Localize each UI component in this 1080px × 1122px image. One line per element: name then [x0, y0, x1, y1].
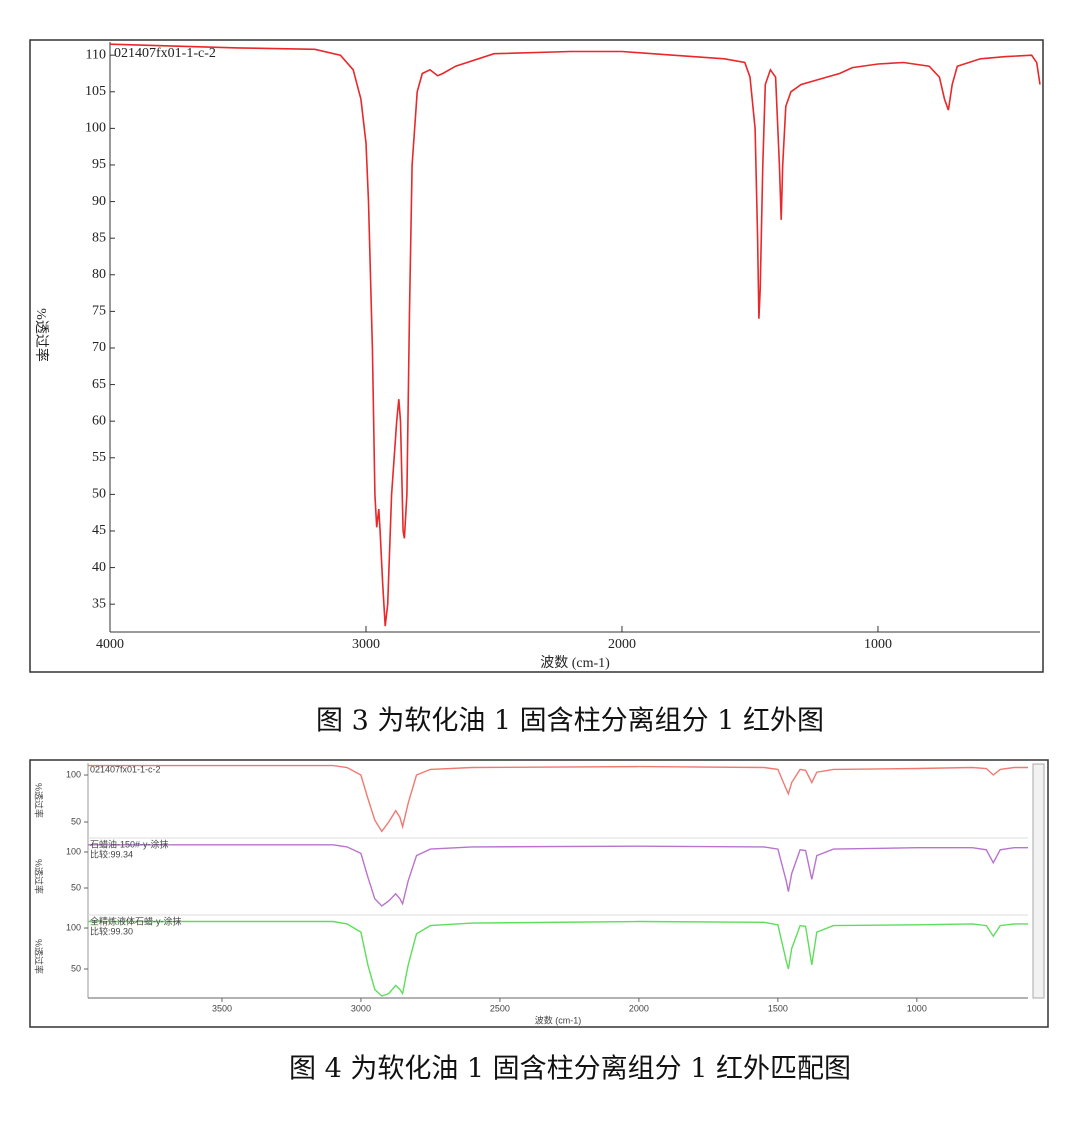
y-tick-label: 100 — [85, 121, 106, 136]
y-tick-label: 50 — [71, 963, 81, 973]
chart-frame — [29, 39, 1044, 673]
y-tick-label: 35 — [92, 596, 106, 611]
y-axis-label: %透过率 — [34, 783, 45, 818]
scrollbar — [1032, 763, 1045, 999]
match-score: 比较:99.30 — [90, 925, 133, 936]
y-tick-label: 100 — [66, 769, 81, 779]
y-axis-label: %透过率 — [34, 859, 45, 894]
y-tick-label: 85 — [92, 230, 106, 245]
x-axis-label: 波数 (cm-1) — [535, 1014, 582, 1025]
y-axis-label: %透过率 — [34, 939, 45, 974]
spectrum-line — [88, 920, 1028, 997]
y-tick-label: 100 — [66, 846, 81, 856]
x-tick-label: 2000 — [629, 1003, 649, 1013]
y-tick-label: 80 — [92, 267, 106, 282]
x-tick-label: 2500 — [490, 1003, 510, 1013]
x-tick-label: 3000 — [351, 1003, 371, 1013]
legend-label: 石蜡油-150#-y-涂抹 — [90, 838, 169, 849]
x-tick-label: 3500 — [212, 1003, 232, 1013]
y-tick-label: 65 — [92, 377, 106, 392]
y-tick-label: 50 — [92, 487, 106, 502]
y-tick-label: 95 — [92, 157, 106, 172]
x-tick-label: 4000 — [96, 637, 124, 652]
x-tick-label: 2000 — [608, 637, 636, 652]
y-tick-label: 45 — [92, 523, 106, 538]
match-score: 比较:99.34 — [90, 848, 133, 859]
y-tick-label: 60 — [92, 413, 106, 428]
y-tick-label: 90 — [92, 194, 106, 209]
y-tick-label: 110 — [86, 47, 106, 62]
spectrum-line — [88, 764, 1028, 833]
x-tick-label: 1000 — [864, 637, 892, 652]
y-tick-label: 55 — [92, 450, 106, 465]
x-axis-label: 波数 (cm-1) — [540, 655, 610, 671]
spectrum-line — [88, 844, 1028, 907]
y-tick-label: 70 — [92, 340, 106, 355]
y-tick-label: 75 — [92, 304, 106, 319]
legend-label: 021407fx01-1-c-2 — [90, 764, 161, 774]
caption: 图 3 为软化油 1 固含柱分离组分 1 红外图 — [316, 706, 824, 737]
y-axis-label: %透过率 — [33, 308, 50, 362]
y-tick-label: 40 — [92, 560, 106, 575]
caption: 图 4 为软化油 1 固含柱分离组分 1 红外匹配图 — [289, 1054, 851, 1085]
y-tick-label: 50 — [71, 816, 81, 826]
spectrum-line — [109, 43, 1041, 627]
chart-frame — [29, 759, 1049, 1028]
y-tick-label: 50 — [71, 882, 81, 892]
y-tick-label: 105 — [85, 84, 106, 99]
x-tick-label: 1000 — [907, 1003, 927, 1013]
x-tick-label: 3000 — [352, 637, 380, 652]
legend-label: 全精炼液体石蜡-y-涂抹 — [90, 915, 182, 926]
x-tick-label: 1500 — [768, 1003, 788, 1013]
y-tick-label: 100 — [66, 922, 81, 932]
legend-label: 021407fx01-1-c-2 — [114, 46, 216, 61]
